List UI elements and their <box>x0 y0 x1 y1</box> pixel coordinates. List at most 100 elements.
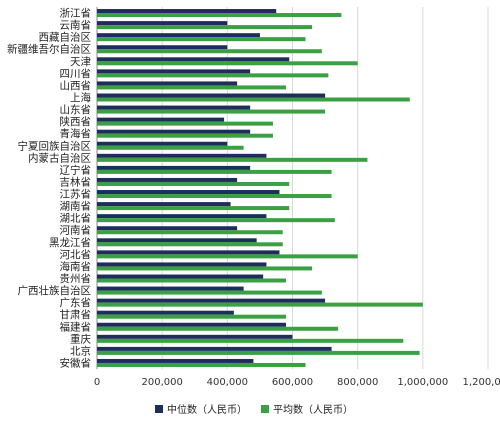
bar-median <box>97 93 326 98</box>
bar-median <box>97 45 228 50</box>
category-label: 贵州省 <box>60 272 92 285</box>
category-label: 河北省 <box>60 248 92 261</box>
bar-mean <box>97 169 332 174</box>
bar-mean <box>97 109 326 114</box>
legend-label-median: 中位数（人民币） <box>167 403 247 416</box>
bar-mean <box>97 145 244 150</box>
bar-median <box>97 262 267 267</box>
bar-median <box>97 358 254 363</box>
bar-median <box>97 238 257 243</box>
bar-mean <box>97 230 283 235</box>
bar-median <box>97 214 267 219</box>
bar-median <box>97 141 228 146</box>
x-tick-label: 400,000 <box>207 377 248 388</box>
category-label: 陕西省 <box>60 115 92 128</box>
x-tick-label: 800,000 <box>337 377 378 388</box>
category-label: 西藏自治区 <box>39 31 92 44</box>
category-labels: 浙江省云南省西藏自治区新疆维吾尔自治区天津四川省山西省上海山东省陕西省青海省宁夏… <box>7 7 91 370</box>
category-label: 宁夏回族自治区 <box>18 139 92 152</box>
category-label: 甘肃省 <box>60 308 92 321</box>
bar-median <box>97 250 280 255</box>
bar-mean <box>97 97 410 102</box>
bar-mean <box>97 133 273 138</box>
category-label: 浙江省 <box>60 7 92 20</box>
category-label: 重庆 <box>70 332 91 345</box>
legend-swatch-median <box>155 405 163 413</box>
category-label: 吉林省 <box>60 175 92 188</box>
bar-mean <box>97 218 335 223</box>
category-label: 内蒙古自治区 <box>28 151 91 164</box>
bar-mean <box>97 194 332 199</box>
legend-label-mean: 平均数（人民币） <box>273 403 353 416</box>
bar-mean <box>97 326 339 331</box>
bar-median <box>97 21 228 26</box>
bar-median <box>97 165 251 170</box>
bar-median <box>97 298 326 303</box>
category-label: 上海 <box>70 91 91 104</box>
bar-median <box>97 9 277 14</box>
bar-median <box>97 322 286 327</box>
bar-median <box>97 310 234 315</box>
x-tick-label: 600,000 <box>272 377 313 388</box>
bar-median <box>97 129 251 134</box>
category-label: 云南省 <box>60 19 92 32</box>
bar-mean <box>97 37 306 42</box>
bar-mean <box>97 266 313 271</box>
bar-mean <box>97 73 329 78</box>
bar-mean <box>97 121 273 126</box>
bar-median <box>97 117 225 122</box>
category-label: 黑龙江省 <box>49 236 91 249</box>
category-label: 山西省 <box>60 79 92 92</box>
bar-median <box>97 153 267 158</box>
category-label: 天津 <box>70 56 91 68</box>
bar-median <box>97 202 231 207</box>
category-label: 辽宁省 <box>60 163 92 176</box>
bar-median <box>97 334 293 339</box>
category-label: 新疆维吾尔自治区 <box>7 43 91 56</box>
category-label: 河南省 <box>60 224 92 237</box>
bar-median <box>97 105 251 110</box>
bar-median <box>97 226 238 231</box>
bar-mean <box>97 181 290 186</box>
bar-mean <box>97 242 283 247</box>
category-label: 海南省 <box>60 260 92 273</box>
bar-mean <box>97 49 322 54</box>
bar-mean <box>97 362 306 367</box>
bar-mean <box>97 61 358 66</box>
category-label: 北京 <box>70 344 91 357</box>
x-tick-label: 1,000,000 <box>397 377 448 388</box>
bar-mean <box>97 85 286 90</box>
bar-mean <box>97 206 290 211</box>
category-label: 湖北省 <box>60 212 92 225</box>
category-label: 四川省 <box>60 67 92 80</box>
bar-mean <box>97 157 368 162</box>
category-label: 福建省 <box>60 320 92 333</box>
bar-mean <box>97 338 404 343</box>
x-tick-label: 0 <box>94 377 100 388</box>
bar-median <box>97 274 264 279</box>
x-axis-tick-labels: 0 200,000 400,000 600,000 800,000 1,000,000 1,… <box>94 377 500 388</box>
bar-mean <box>97 290 322 295</box>
category-label: 安徽省 <box>60 356 92 369</box>
bar-median <box>97 190 280 195</box>
bar-median <box>97 33 260 38</box>
category-label: 青海省 <box>60 127 92 140</box>
bar-mean <box>97 350 420 355</box>
bar-mean <box>97 314 286 319</box>
bar-median <box>97 346 332 351</box>
bar-mean <box>97 302 423 307</box>
bar-median <box>97 286 244 291</box>
bar-median <box>97 81 238 86</box>
bar-mean <box>97 25 313 30</box>
legend: 中位数（人民币） 平均数（人民币） <box>155 403 353 416</box>
bar-median <box>97 69 251 74</box>
x-tick-label: 1,200,000 <box>463 377 500 388</box>
bar-median <box>97 177 238 182</box>
legend-swatch-mean <box>261 405 269 413</box>
bar-mean <box>97 13 342 18</box>
category-label: 江苏省 <box>60 188 92 201</box>
bar-median <box>97 57 290 62</box>
x-tick-label: 200,000 <box>141 377 182 388</box>
category-label: 广东省 <box>60 296 92 309</box>
